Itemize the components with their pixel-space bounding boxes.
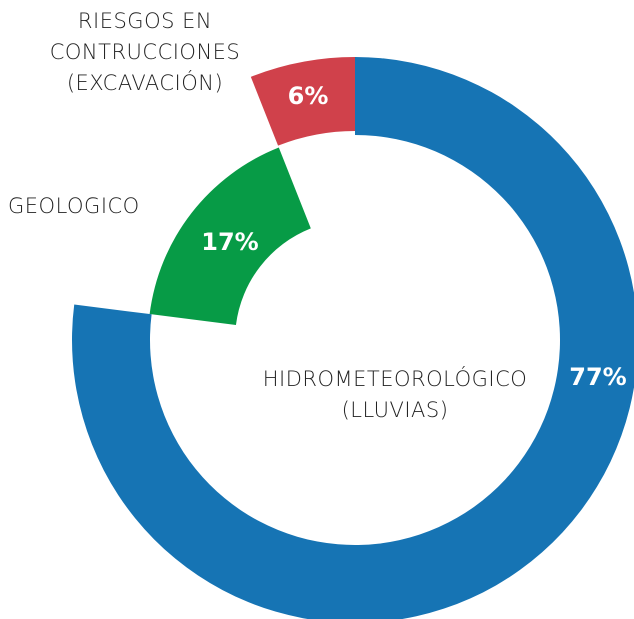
- value-label: 6%: [288, 82, 329, 110]
- category-label: RIESGOS EN CONTRUCCIONES (EXCAVACIÓN): [49, 9, 241, 95]
- category-label: GEOLOGICO: [8, 194, 140, 218]
- category-label: HIDROMETEOROLÓGICO (LLUVIAS): [262, 367, 528, 422]
- slice: [149, 147, 311, 325]
- slice: [72, 57, 634, 619]
- value-label: 77%: [569, 363, 626, 391]
- value-label: 17%: [201, 228, 258, 256]
- slice: [250, 57, 355, 146]
